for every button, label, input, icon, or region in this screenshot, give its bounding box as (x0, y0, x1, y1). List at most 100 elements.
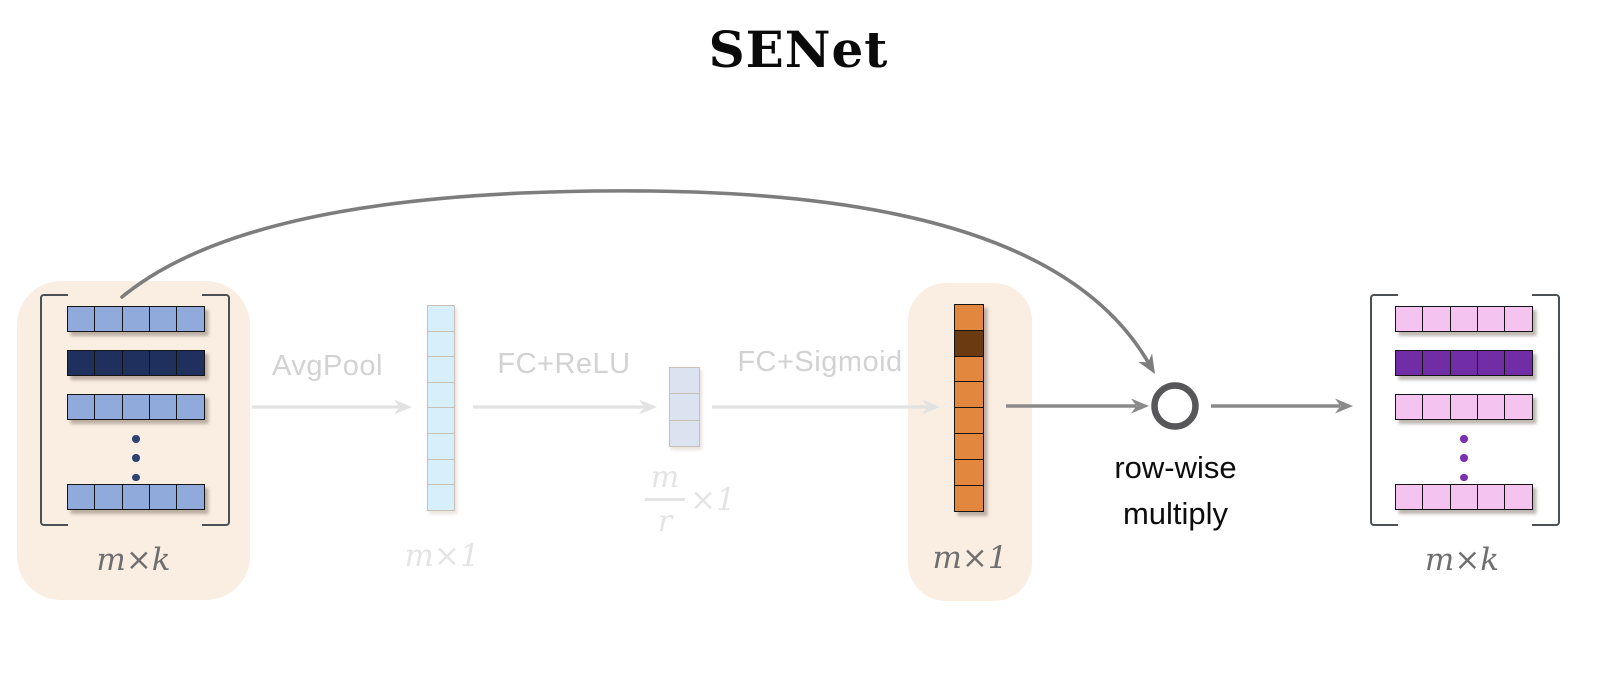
matrix-cell (67, 306, 96, 332)
vector-cell (954, 355, 984, 384)
matrix-row (1395, 394, 1533, 420)
dot (1460, 454, 1468, 462)
input-matrix (67, 306, 205, 512)
fc-relu-arrowhead (639, 399, 657, 415)
matrix-cell (1476, 394, 1506, 420)
matrix-cell (1504, 394, 1533, 420)
matrix-cell (1422, 484, 1452, 510)
vector-cell (427, 433, 455, 460)
matrix-row (1395, 484, 1533, 510)
dot (1460, 473, 1468, 481)
fraction-denominator: r (657, 504, 673, 539)
matrix-cell (1395, 306, 1424, 332)
vector-cell (427, 330, 455, 358)
matrix-cell (121, 484, 151, 510)
avgpool-arrowhead (394, 399, 412, 415)
matrix-cell (1449, 306, 1479, 332)
vector-cell (669, 393, 700, 421)
matrix-cell (94, 350, 124, 376)
matrix-cell (1504, 350, 1533, 376)
vector-cell (427, 356, 455, 384)
matrix-cell (148, 306, 178, 332)
output-matrix-left-bracket (1370, 294, 1398, 526)
matrix-cell (1395, 484, 1424, 510)
attention-dims-label: m×1 (932, 540, 1008, 576)
matrix-cell (94, 306, 124, 332)
ellipsis-dots (1395, 435, 1533, 481)
matrix-cell (1395, 350, 1424, 376)
output-matrix (1395, 306, 1533, 512)
input-dims-label: m×k (96, 542, 171, 578)
multiply-node (1151, 382, 1199, 430)
ellipsis-dots (67, 435, 205, 481)
avgpool-label: AvgPool (272, 350, 383, 382)
vector-cell (427, 458, 455, 486)
bottleneck-fraction: m r (644, 460, 686, 539)
matrix-row (1395, 306, 1533, 332)
dot (1460, 435, 1468, 443)
matrix-row (1395, 350, 1533, 376)
matrix-cell (148, 394, 178, 420)
matrix-cell (176, 350, 205, 376)
matrix-cell (176, 394, 205, 420)
input-matrix-left-bracket (40, 294, 68, 526)
matrix-cell (67, 394, 96, 420)
matrix-cell (1449, 394, 1479, 420)
matrix-cell (94, 484, 124, 510)
dot (132, 473, 140, 481)
matrix-cell (148, 484, 178, 510)
matrix-cell (1476, 306, 1506, 332)
vector-cell (954, 381, 984, 409)
matrix-cell (148, 350, 178, 376)
matrix-cell (1476, 350, 1506, 376)
matrix-cell (1449, 484, 1479, 510)
fc-sigmoid-label: FC+Sigmoid (737, 346, 903, 378)
bottleneck-dims-label: m r ×1 (644, 460, 736, 539)
vector-cell (427, 484, 455, 512)
vector-cell (954, 304, 984, 332)
matrix-row (67, 484, 205, 510)
dot (132, 435, 140, 443)
node-to-output-arrowhead (1335, 398, 1353, 414)
vector-cell (427, 407, 455, 435)
vector-cell (427, 381, 455, 409)
vector-cell (954, 458, 984, 487)
matrix-cell (94, 394, 124, 420)
matrix-cell (1422, 306, 1452, 332)
matrix-row (67, 306, 205, 332)
matrix-cell (176, 484, 205, 510)
matrix-cell (1422, 350, 1452, 376)
attention-vector (954, 304, 984, 513)
matrix-row (67, 394, 205, 420)
output-dims-label: m×k (1424, 542, 1500, 578)
matrix-cell (67, 350, 96, 376)
fraction-numerator: m (650, 460, 680, 495)
skip-connection-arrowhead (1138, 353, 1155, 374)
input-matrix-right-bracket (202, 294, 230, 526)
matrix-cell (1504, 484, 1533, 510)
output-matrix-right-bracket (1532, 294, 1560, 526)
vector-cell (954, 484, 984, 513)
bottleneck-vector (669, 367, 700, 447)
dot (132, 454, 140, 462)
fraction-bar (645, 498, 685, 501)
matrix-cell (67, 484, 96, 510)
matrix-cell (121, 350, 151, 376)
matrix-cell (121, 394, 151, 420)
multiply-label-line1: row-wise (1114, 450, 1237, 485)
matrix-cell (1504, 306, 1533, 332)
vector-cell (954, 329, 984, 358)
vector-cell (954, 407, 984, 435)
pooled-vector (427, 305, 455, 512)
matrix-cell (1422, 394, 1452, 420)
matrix-row (67, 350, 205, 376)
vector-cell (427, 305, 455, 332)
matrix-cell (176, 306, 205, 332)
fc-relu-label: FC+ReLU (497, 348, 631, 380)
vector-cell (954, 432, 984, 461)
attention-to-node-arrowhead (1131, 398, 1149, 414)
matrix-cell (1449, 350, 1479, 376)
bottleneck-suffix: ×1 (690, 481, 736, 518)
diagram-title: SENet (708, 20, 889, 79)
